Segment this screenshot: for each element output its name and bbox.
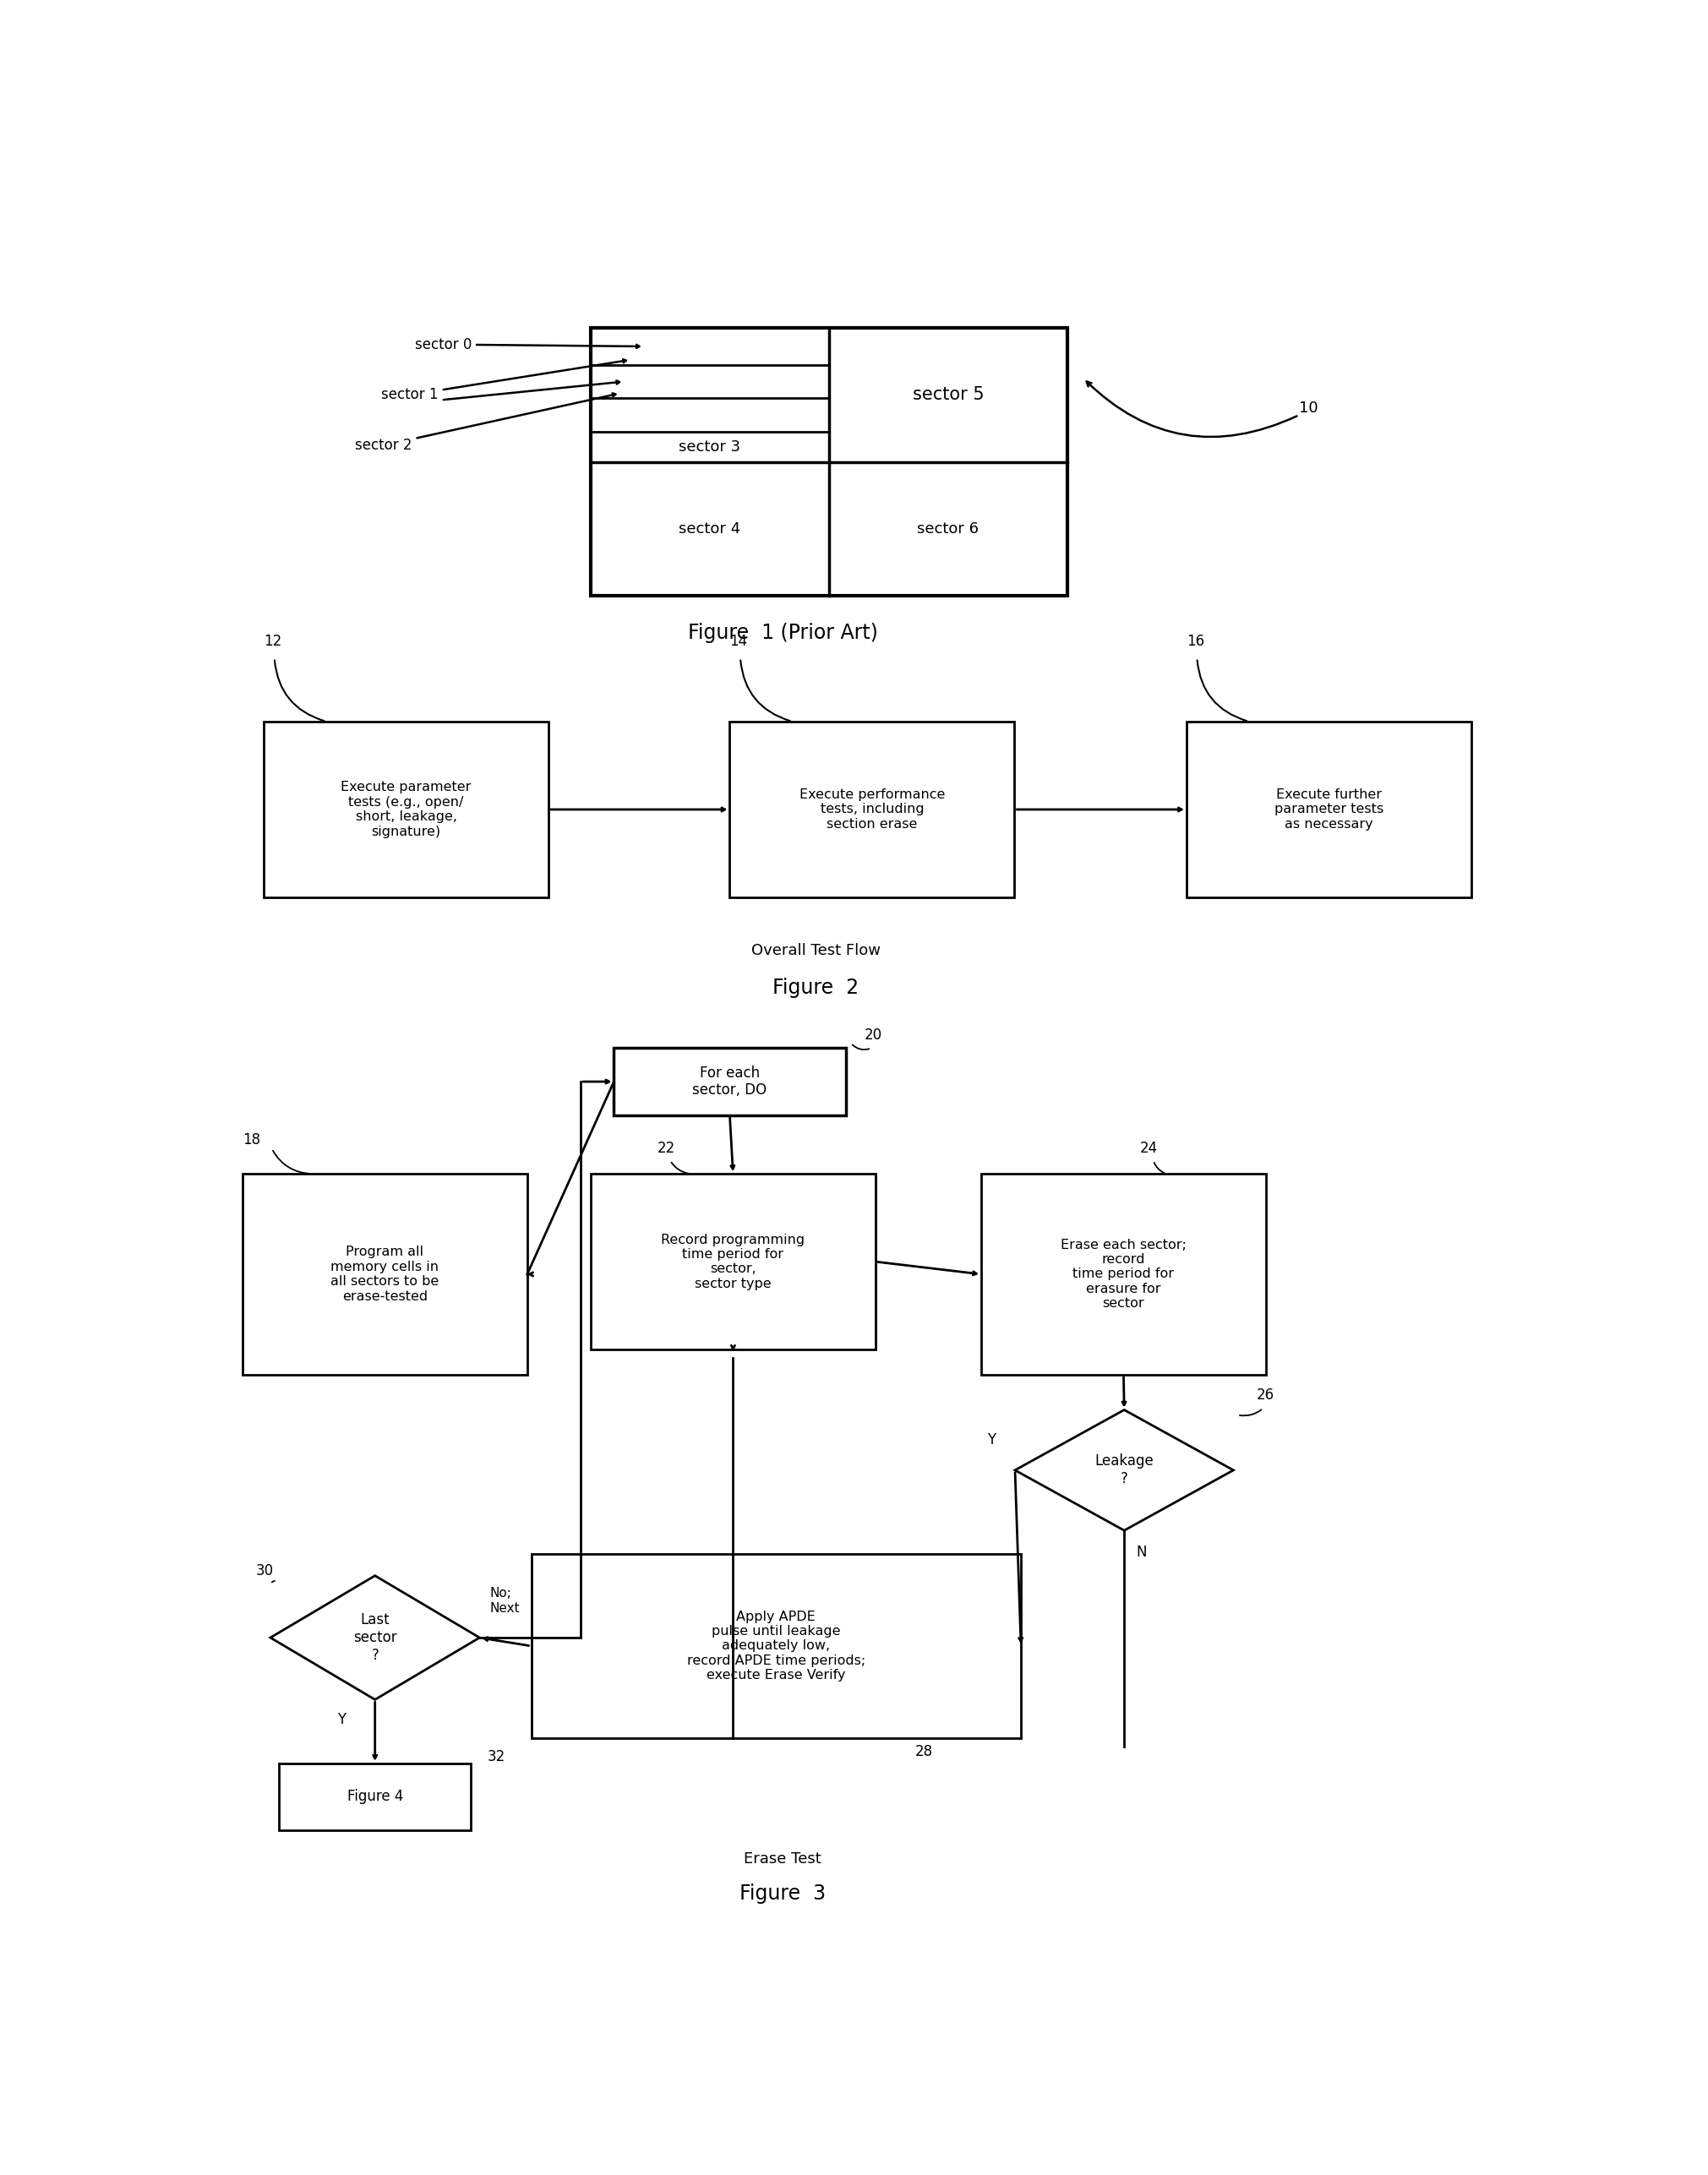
- Text: sector 6: sector 6: [917, 522, 979, 537]
- Text: N: N: [1136, 1544, 1146, 1559]
- Text: 20: 20: [864, 1027, 883, 1042]
- Text: Execute further
parameter tests
as necessary: Execute further parameter tests as neces…: [1274, 790, 1383, 831]
- Bar: [980, 1174, 1266, 1375]
- Text: sector 0: sector 0: [415, 337, 471, 352]
- Text: 16: 16: [1187, 633, 1204, 648]
- Text: Execute parameter
tests (e.g., open/
short, leakage,
signature): Execute parameter tests (e.g., open/ sho…: [342, 781, 471, 837]
- Text: sector 4: sector 4: [680, 522, 741, 537]
- Bar: [591, 328, 1068, 596]
- Text: 14: 14: [729, 633, 748, 648]
- Bar: [243, 1174, 528, 1375]
- Text: Last
sector
?: Last sector ?: [354, 1612, 396, 1664]
- Text: Figure  1 (Prior Art): Figure 1 (Prior Art): [688, 622, 878, 644]
- Text: Erase each sector;
record
time period for
erasure for
sector: Erase each sector; record time period fo…: [1061, 1238, 1187, 1309]
- Text: For each
sector, DO: For each sector, DO: [692, 1066, 767, 1098]
- Text: Leakage
?: Leakage ?: [1095, 1453, 1153, 1486]
- Text: Erase Test: Erase Test: [745, 1851, 822, 1866]
- Text: Figure 4: Figure 4: [347, 1790, 403, 1805]
- Bar: [729, 722, 1015, 898]
- Polygon shape: [270, 1575, 480, 1699]
- Text: 26: 26: [1257, 1388, 1274, 1403]
- Bar: [591, 1174, 876, 1348]
- Text: 12: 12: [263, 633, 282, 648]
- Bar: [263, 722, 548, 898]
- Text: 10: 10: [1300, 400, 1319, 415]
- Text: Program all
memory cells in
all sectors to be
erase-tested: Program all memory cells in all sectors …: [331, 1246, 439, 1303]
- Bar: [531, 1553, 1021, 1738]
- Text: Figure  3: Figure 3: [740, 1884, 827, 1903]
- Bar: [1187, 722, 1471, 898]
- Bar: [278, 1764, 471, 1829]
- Text: Apply APDE
pulse until leakage
adequately low,
record APDE time periods;
execute: Apply APDE pulse until leakage adequatel…: [687, 1610, 866, 1681]
- Text: Figure  2: Figure 2: [772, 979, 859, 998]
- Text: 30: 30: [256, 1564, 273, 1579]
- Text: 22: 22: [658, 1142, 675, 1157]
- Text: 28: 28: [915, 1744, 933, 1760]
- Text: Y: Y: [987, 1433, 996, 1449]
- Text: Record programming
time period for
sector,
sector type: Record programming time period for secto…: [661, 1233, 804, 1290]
- Text: Execute performance
tests, including
section erase: Execute performance tests, including sec…: [799, 790, 945, 831]
- Text: 18: 18: [243, 1133, 261, 1148]
- Text: Y: Y: [338, 1712, 347, 1727]
- Text: sector 2: sector 2: [355, 437, 412, 452]
- Text: 24: 24: [1141, 1142, 1158, 1157]
- Text: No;
Next: No; Next: [490, 1588, 521, 1614]
- Polygon shape: [1015, 1409, 1233, 1531]
- Text: sector 1: sector 1: [381, 387, 439, 402]
- Text: sector 5: sector 5: [912, 387, 984, 402]
- Text: Overall Test Flow: Overall Test Flow: [752, 944, 880, 959]
- Text: sector 3: sector 3: [680, 439, 741, 455]
- Bar: [613, 1048, 845, 1116]
- Text: 32: 32: [487, 1749, 506, 1764]
